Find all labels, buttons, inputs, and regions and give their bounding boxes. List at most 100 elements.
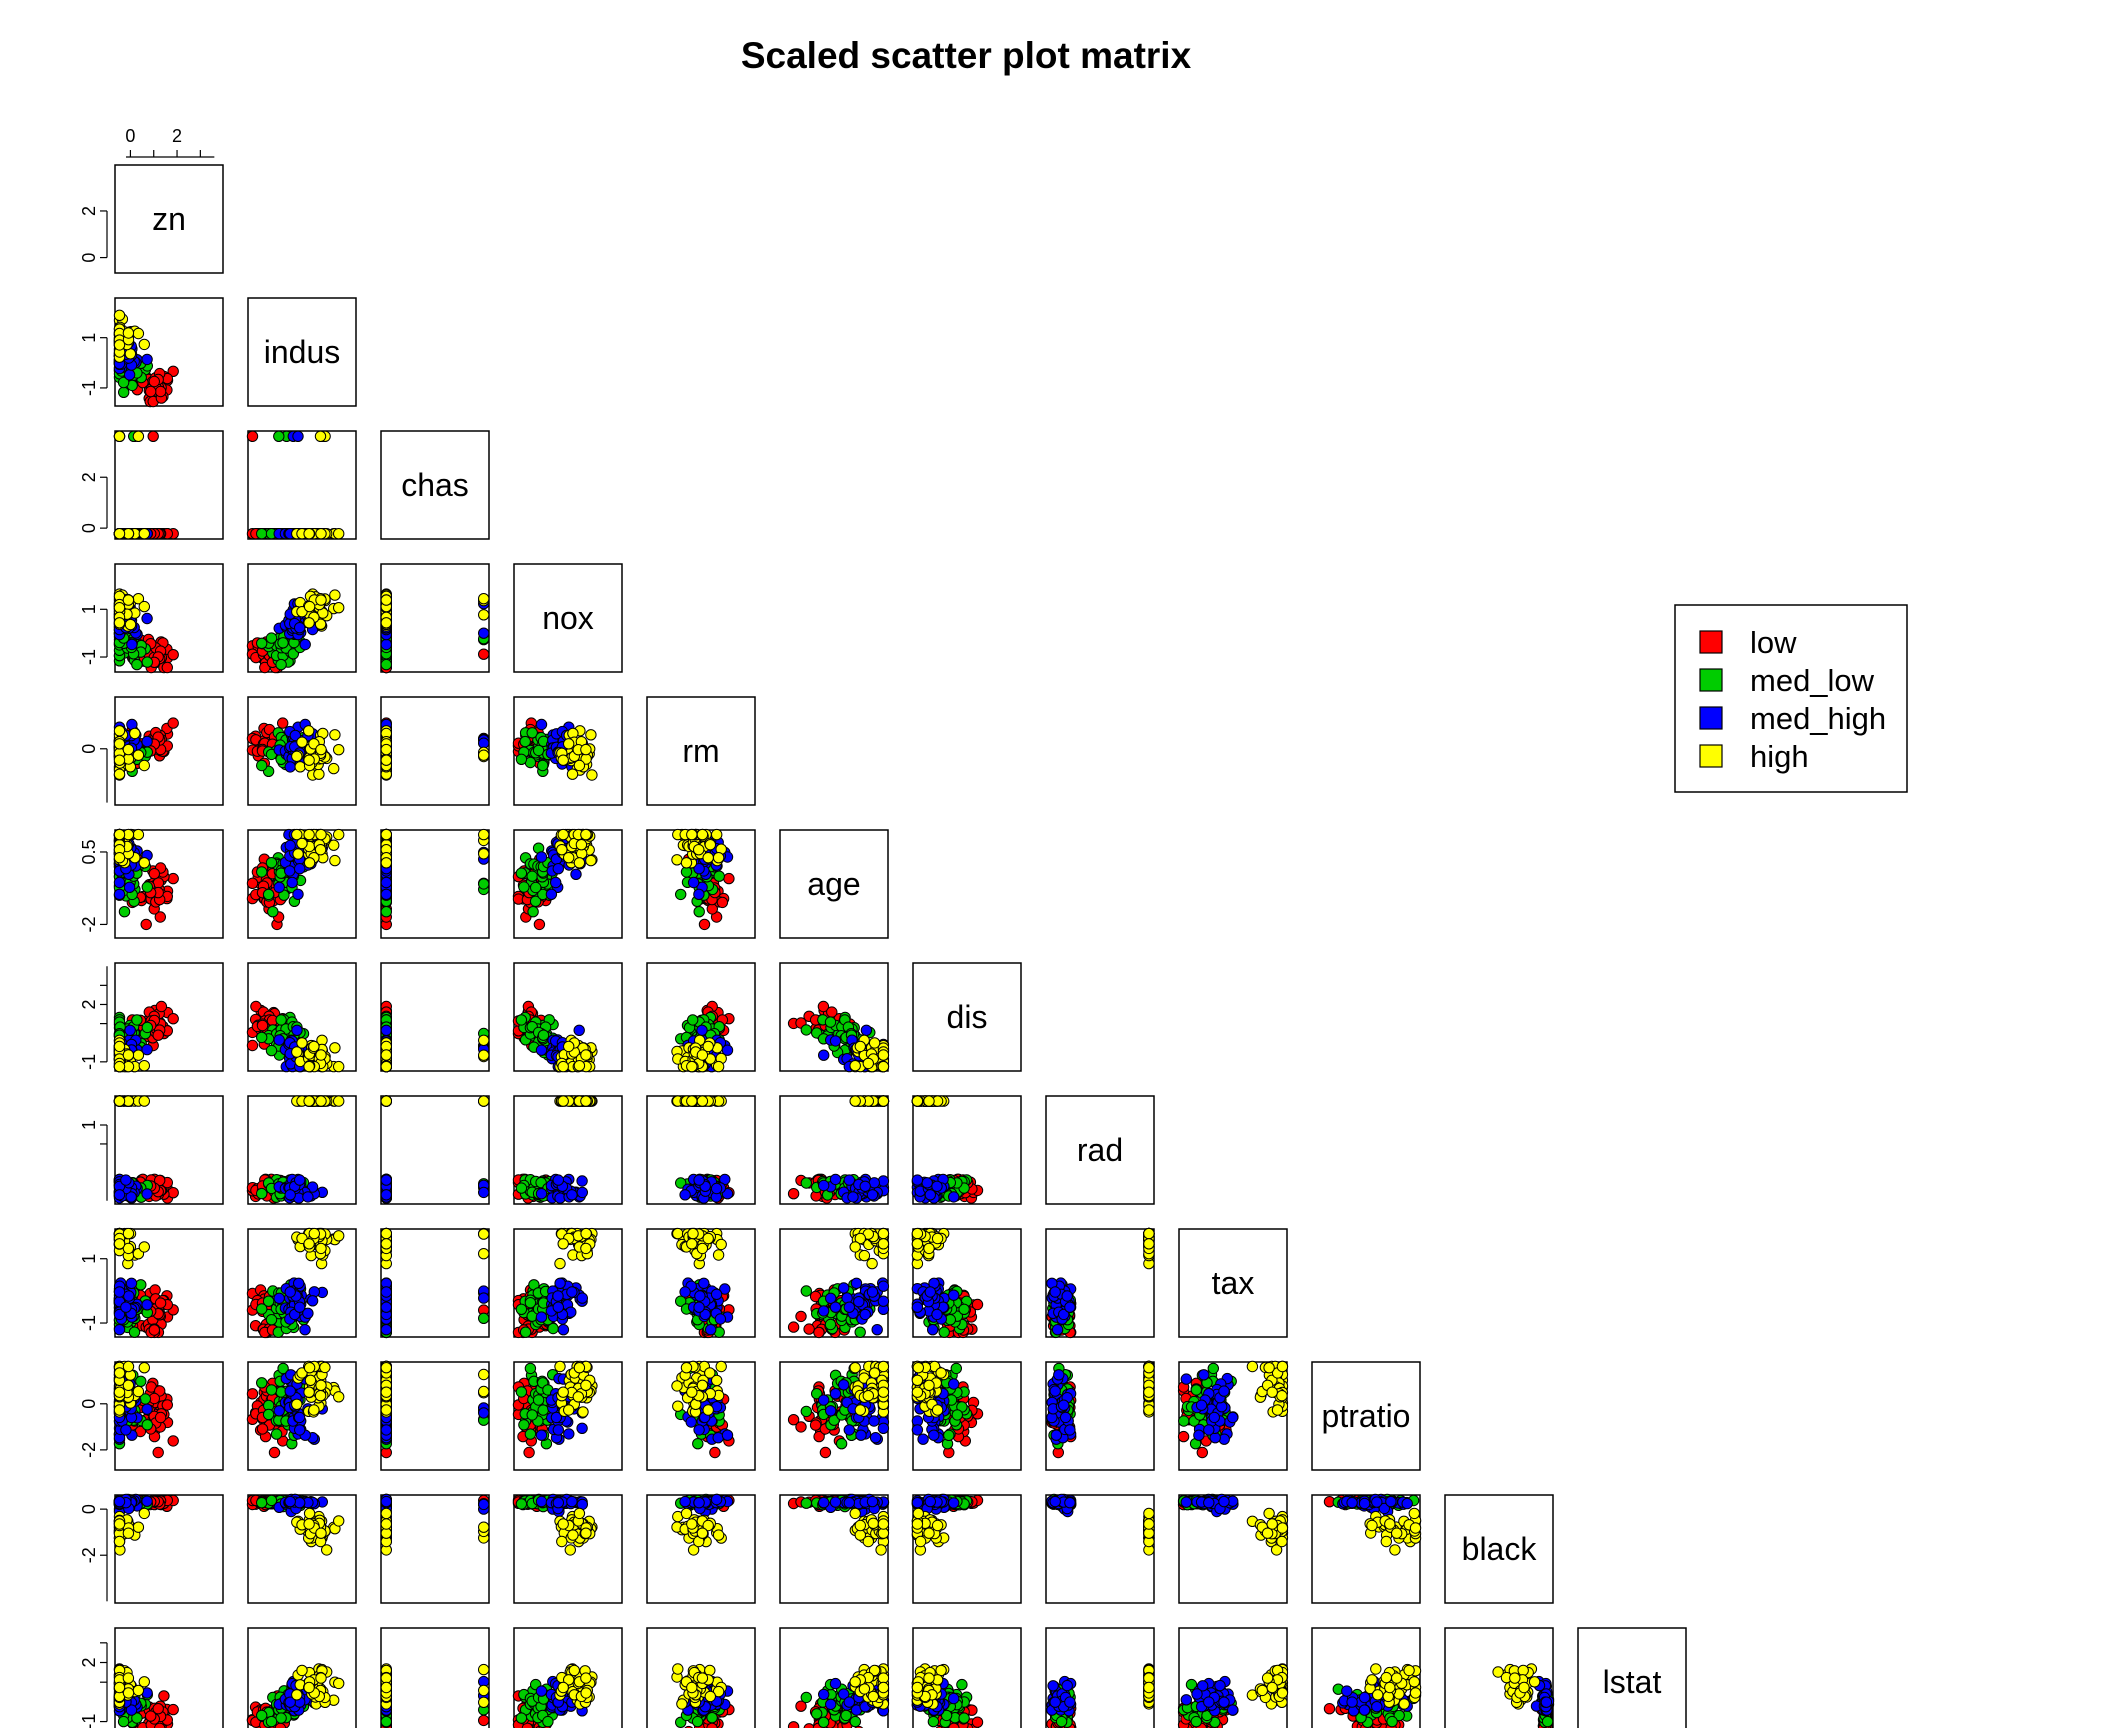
- data-point-high: [478, 1049, 490, 1061]
- data-point-med_high: [294, 1174, 306, 1186]
- data-point-med_high: [576, 1175, 588, 1187]
- data-point-med_high: [273, 881, 285, 893]
- data-point-med_high: [552, 863, 564, 875]
- data-point-high: [138, 759, 151, 772]
- data-point-med_high: [693, 888, 705, 900]
- data-point-med_low: [800, 1024, 812, 1036]
- data-point-med_low: [687, 1014, 699, 1026]
- data-point-high: [296, 1037, 308, 1049]
- data-point-high: [132, 430, 145, 442]
- panel-dis-vs-rm: [646, 962, 756, 1073]
- data-point-med_high: [293, 1277, 305, 1290]
- data-point-low: [167, 1013, 179, 1025]
- panel-frame: [114, 430, 224, 540]
- diagonal-cell-dis: dis: [912, 962, 1022, 1072]
- data-point-med_high: [113, 888, 126, 900]
- data-point-high: [138, 528, 151, 540]
- data-point-med_high: [284, 761, 296, 773]
- data-point-med_low: [256, 1303, 268, 1315]
- data-point-med_low: [675, 888, 687, 901]
- data-point-med_high: [294, 863, 306, 875]
- data-point-high: [333, 602, 345, 614]
- data-point-med_low: [713, 870, 725, 882]
- panel-chas-vs-zn: [113, 430, 224, 540]
- data-point-high: [138, 857, 151, 869]
- data-point-med_low: [118, 906, 131, 918]
- data-point-med_high: [126, 638, 138, 651]
- data-point-med_high: [120, 1174, 132, 1186]
- diagonal-cell-indus: indus: [247, 297, 357, 407]
- data-point-high: [303, 725, 315, 737]
- data-point-high: [563, 852, 575, 864]
- data-point-high: [575, 839, 588, 851]
- data-point-low: [246, 1039, 259, 1052]
- variable-label: zn: [152, 201, 186, 237]
- data-point-high: [122, 594, 135, 606]
- data-point-med_low: [265, 632, 278, 644]
- data-point-high: [303, 528, 315, 540]
- data-point-low: [155, 1000, 168, 1013]
- data-point-high: [296, 837, 308, 850]
- data-point-low: [533, 918, 546, 931]
- data-point-low: [167, 649, 179, 661]
- data-point-high: [308, 1040, 320, 1053]
- data-point-high: [333, 1230, 345, 1242]
- data-point-med_high: [693, 1174, 705, 1186]
- panel-rad-vs-dis: [911, 1095, 1022, 1205]
- diagonal-cell-rad: rad: [1045, 1095, 1155, 1205]
- panel-frame: [380, 1228, 490, 1338]
- data-point-high: [380, 1060, 392, 1073]
- data-point-low: [246, 877, 259, 889]
- data-point-high: [380, 743, 392, 756]
- data-point-high: [113, 339, 126, 351]
- data-point-med_high: [113, 1189, 126, 1201]
- panel-age-vs-indus: [246, 828, 357, 939]
- data-point-high: [380, 594, 392, 606]
- data-point-high: [291, 750, 303, 762]
- data-point-high: [303, 857, 316, 869]
- data-point-med_high: [478, 1186, 490, 1199]
- data-point-high: [923, 1095, 935, 1107]
- diagonal-cell-zn: zn: [114, 164, 224, 274]
- data-point-high: [313, 768, 325, 780]
- data-point-med_high: [566, 1189, 578, 1201]
- data-point-high: [122, 1227, 135, 1240]
- variable-label: dis: [947, 999, 988, 1035]
- data-point-med_high: [921, 1177, 933, 1189]
- data-point-high: [333, 1095, 345, 1107]
- data-point-high: [877, 1095, 890, 1107]
- data-point-high: [138, 600, 151, 613]
- data-point-med_low: [131, 658, 143, 671]
- data-point-high: [696, 1049, 709, 1061]
- panel-age-vs-rm: [646, 828, 756, 939]
- data-point-high: [333, 528, 345, 540]
- data-point-med_high: [273, 1034, 285, 1046]
- panel-frame: [247, 430, 357, 540]
- panel-dis-vs-age: [779, 962, 890, 1073]
- panel-dis-vs-chas: [380, 962, 490, 1073]
- data-point-med_high: [284, 1286, 296, 1298]
- diagonal-cell-nox: nox: [513, 563, 623, 673]
- data-point-high: [712, 852, 725, 864]
- data-point-high: [478, 848, 490, 860]
- panel-age-vs-chas: [380, 828, 490, 939]
- data-point-med_high: [380, 876, 392, 889]
- data-point-med_high: [576, 1186, 588, 1199]
- panel-dis-vs-nox: [512, 962, 623, 1073]
- data-point-high: [686, 828, 698, 841]
- data-point-high: [315, 743, 327, 756]
- scatter-panels: zninduschasnoxrmagedisradtaxptratioblack…: [113, 164, 1687, 1728]
- data-point-high: [686, 1095, 698, 1107]
- data-point-med_high: [141, 353, 153, 366]
- data-point-med_low: [117, 376, 130, 389]
- data-point-med_low: [478, 878, 490, 890]
- data-point-high: [315, 1242, 327, 1255]
- data-point-med_high: [535, 1044, 548, 1056]
- data-point-med_high: [113, 876, 126, 889]
- panel-age-vs-zn: [113, 828, 224, 939]
- data-point-med_low: [530, 881, 542, 894]
- data-point-high: [138, 338, 151, 351]
- data-point-med_low: [515, 1182, 528, 1194]
- data-point-med_high: [141, 1188, 153, 1200]
